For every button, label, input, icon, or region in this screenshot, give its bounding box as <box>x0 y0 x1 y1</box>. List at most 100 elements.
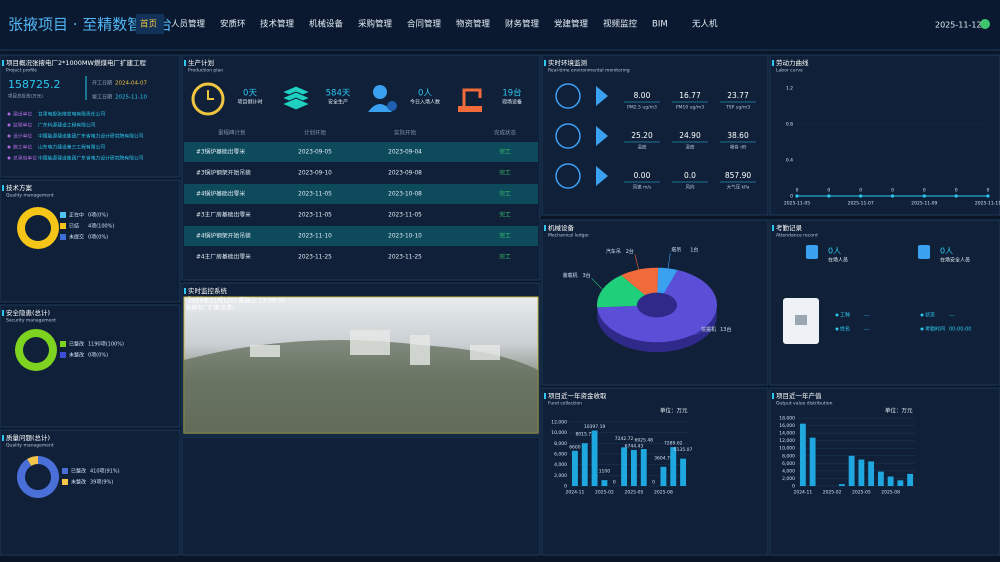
bullet <box>7 123 11 127</box>
bar <box>630 450 637 486</box>
point-value: 0 <box>987 188 990 194</box>
user-icon[interactable] <box>980 19 990 29</box>
line-point <box>954 194 958 198</box>
y-tick-label: 0.4 <box>786 158 793 164</box>
panel <box>769 54 1000 216</box>
env-value: 24.90 <box>679 131 701 140</box>
legend-label: 未整改 <box>69 352 84 359</box>
y-tick-label: 2,000 <box>554 473 567 479</box>
env-icon <box>555 83 581 109</box>
nav-item[interactable]: 财务管理 <box>505 19 540 30</box>
legend-swatch <box>62 479 68 485</box>
table-row <box>184 205 538 225</box>
table-cell: 2023-11-25 <box>388 255 422 261</box>
field-value: --- <box>949 313 955 319</box>
panel-marker <box>2 185 4 191</box>
field-value: 00:00:00 <box>949 327 971 333</box>
table-cell: 2023-11-10 <box>298 234 332 240</box>
panel-subtitle: Quality management <box>6 193 54 199</box>
panel-subtitle: Production plan <box>188 68 223 74</box>
y-tick-label: 4,000 <box>782 468 795 474</box>
bar-value: 6600 <box>569 444 581 450</box>
nav-item[interactable]: 人员管理 <box>171 19 206 30</box>
pie-slice <box>596 275 646 308</box>
nav-item[interactable]: 视频监控 <box>603 19 638 30</box>
stat-label: 安全生产 <box>328 99 348 106</box>
x-tick-label: 2025-08 <box>654 490 673 496</box>
party-role: 总承包单位 <box>13 155 37 162</box>
bar <box>799 423 806 486</box>
nav-item[interactable]: BIM <box>652 20 668 30</box>
bar-value: 1100 <box>599 469 611 475</box>
nav-item[interactable]: 技术管理 <box>260 19 295 30</box>
nav-item[interactable]: 安质环 <box>220 19 246 30</box>
legend-value: 0项(0%) <box>88 213 108 219</box>
nav-item[interactable]: 采购管理 <box>358 19 393 30</box>
legend-swatch <box>60 212 66 218</box>
env-icon <box>555 163 581 189</box>
table-cell: #3锅炉基础出零米 <box>196 148 245 156</box>
pie-value: 3台 <box>582 272 590 279</box>
panel-title: 实时环境监测 <box>548 58 588 67</box>
env-value: 0.00 <box>634 171 651 180</box>
nav-item[interactable]: 物资管理 <box>456 19 491 30</box>
table-row <box>184 226 538 246</box>
y-tick-label: 8,000 <box>554 441 567 447</box>
nav-item[interactable]: 无人机 <box>692 19 718 30</box>
video-camera: 张掖电厂扩建(全景) <box>186 304 234 312</box>
panel-subtitle: Labor curve <box>776 68 803 74</box>
bar <box>848 455 855 486</box>
bar-value: 0 <box>652 480 655 486</box>
pie-label: 塔吊 <box>671 247 681 254</box>
bullet <box>835 327 839 331</box>
env-value: 38.60 <box>727 131 749 140</box>
table-cell: 完工 <box>499 211 511 219</box>
bar <box>621 447 628 486</box>
leader <box>591 278 603 290</box>
x-tick-label: 2025-11-05 <box>784 201 810 207</box>
bar <box>601 480 608 486</box>
x-tick-label: 2024-11 <box>793 490 812 496</box>
legend-label: 已整改 <box>69 341 84 348</box>
panel <box>181 436 541 556</box>
nav-item[interactable]: 首页 <box>140 19 157 30</box>
panel-title: 考勤记录 <box>776 223 803 232</box>
panel-marker <box>2 310 4 316</box>
x-tick-label: 2025-02 <box>595 490 614 496</box>
legend-label: 未整改 <box>71 479 86 486</box>
nav-item[interactable]: 机械设备 <box>309 19 344 30</box>
investment: 158725.2 <box>8 78 61 91</box>
donut-slice <box>16 456 59 499</box>
bar <box>858 459 865 486</box>
panel-marker <box>544 225 546 231</box>
y-tick-label: 0.8 <box>786 122 793 128</box>
panel <box>541 387 769 556</box>
nav-item[interactable]: 党建管理 <box>554 19 589 30</box>
panel-marker <box>772 393 774 399</box>
legend-label: 已结 <box>69 223 79 230</box>
date-value: 2024-04-07 <box>115 81 147 87</box>
stat-value: 584天 <box>326 89 351 99</box>
field-label: 考勤时间 <box>925 326 945 333</box>
panel-subtitle: Security management <box>6 318 56 324</box>
env-value: 25.20 <box>631 131 653 140</box>
table-cell: 2023-10-10 <box>388 234 422 240</box>
bullet <box>835 313 839 317</box>
donut-slice <box>27 456 38 466</box>
legend-value: 39项(9%) <box>90 480 113 486</box>
table-cell: 完工 <box>499 190 511 198</box>
panel-title: 项目概况张掖电厂2*1000MW燃煤电厂扩建工程 <box>6 58 146 67</box>
bar <box>809 437 816 486</box>
env-arrow <box>596 86 608 106</box>
pie-value: 1台 <box>690 247 698 254</box>
nav-item[interactable]: 合同管理 <box>407 19 442 30</box>
panel-subtitle: Real-time environmental monitoring <box>548 68 630 74</box>
bullet <box>7 145 11 149</box>
env-value: 23.77 <box>727 91 749 100</box>
x-tick-label: 2025-05 <box>852 490 871 496</box>
unit: 单位：万元 <box>660 407 688 415</box>
x-tick-label: 2025-02 <box>823 490 842 496</box>
pie-label: 挖掘机 <box>701 326 716 333</box>
bar <box>897 480 904 486</box>
x-tick-label: 2025-11-07 <box>848 201 874 207</box>
